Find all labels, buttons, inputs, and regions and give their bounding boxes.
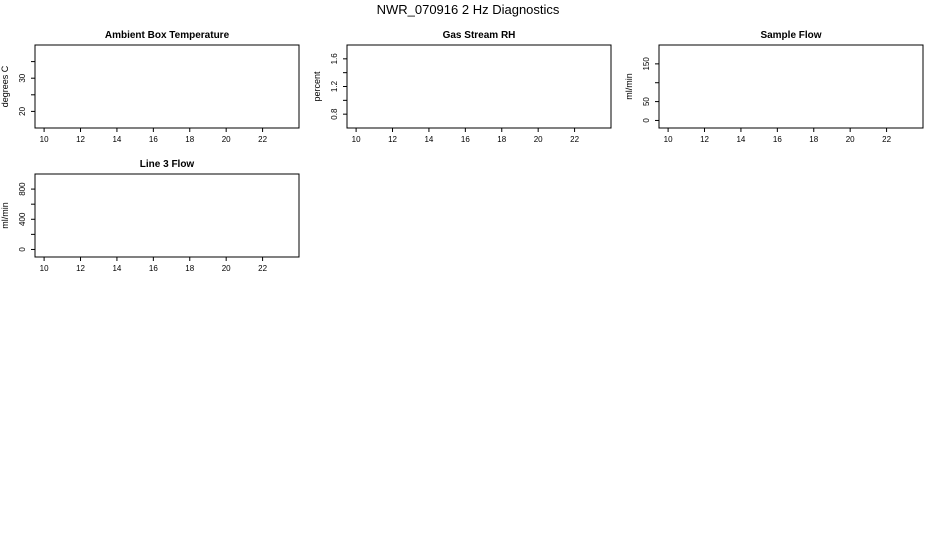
plot-area-4 [34,173,300,258]
x-tick-label-3-14: 14 [736,135,745,144]
x-tick-label-1-12: 12 [76,135,85,144]
x-tick-label-1-18: 18 [185,135,194,144]
y-axis-label-3: ml/min [624,73,634,100]
x-tick-label-2-10: 10 [352,135,361,144]
y-axis-label-4: ml/min [0,202,10,229]
page-title: NWR_070916 2 Hz Diagnostics [376,2,560,17]
y-tick-label-1-0: 20 [18,106,27,115]
chart-panel-3: Sample Flow ml/min 10 12 14 16 18 20 22 0 50 150 [624,30,924,144]
x-tick-label-2-18: 18 [497,135,506,144]
y-axis-label-1: degrees C [0,65,10,107]
y-axis-label-2: percent [312,71,322,102]
x-tick-label-2-16: 16 [461,135,470,144]
chart-title-1: Ambient Box Temperature [105,30,230,41]
x-tick-label-2-20: 20 [534,135,543,144]
x-tick-label-1-22: 22 [258,135,267,144]
x-tick-label-3-10: 10 [664,135,673,144]
y-tick-label-3-1: 50 [642,97,651,106]
y-tick-label-3-3: 150 [642,57,651,71]
x-tick-label-2-12: 12 [388,135,397,144]
x-tick-label-3-20: 20 [846,135,855,144]
x-tick-label-1-20: 20 [222,135,231,144]
x-tick-label-3-18: 18 [809,135,818,144]
y-tick-label-2-0: 0.8 [330,108,339,120]
x-tick-label-1-10: 10 [40,135,49,144]
x-tick-label-4-14: 14 [112,264,121,273]
y-tick-label-1-2: 30 [18,73,27,82]
x-tick-label-3-12: 12 [700,135,709,144]
x-tick-label-3-22: 22 [882,135,891,144]
x-tick-label-3-16: 16 [773,135,782,144]
x-tick-label-1-14: 14 [112,135,121,144]
chart-title-3: Sample Flow [760,30,821,41]
y-tick-label-3-0: 0 [642,118,651,123]
x-tick-label-4-16: 16 [149,264,158,273]
x-tick-label-2-14: 14 [424,135,433,144]
x-tick-label-1-16: 16 [149,135,158,144]
chart-title-4: Line 3 Flow [140,159,195,170]
x-tick-label-4-22: 22 [258,264,267,273]
y-tick-label-4-0: 0 [18,247,27,252]
plot-area-2 [346,44,612,129]
x-tick-label-2-22: 22 [570,135,579,144]
y-tick-label-4-2: 400 [18,212,27,226]
y-tick-label-2-2: 1.2 [330,80,339,92]
plot-area-3 [658,44,924,129]
y-tick-label-2-4: 1.6 [330,53,339,65]
x-tick-label-4-18: 18 [185,264,194,273]
x-tick-label-4-10: 10 [40,264,49,273]
chart-panel-4: Line 3 Flow ml/min 10 12 14 16 18 20 22 0 400 800 [0,159,300,273]
x-tick-label-4-12: 12 [76,264,85,273]
chart-title-2: Gas Stream RH [443,30,516,41]
plot-area-1 [34,44,300,129]
chart-panel-1: Ambient Box Temperature degrees C 10 12 14 16… [0,30,300,144]
x-tick-label-4-20: 20 [222,264,231,273]
chart-panel-2: Gas Stream RH percent 10 12 14 16 18 20 22 0.8 1.2… [312,30,612,144]
y-tick-label-4-4: 800 [18,182,27,196]
